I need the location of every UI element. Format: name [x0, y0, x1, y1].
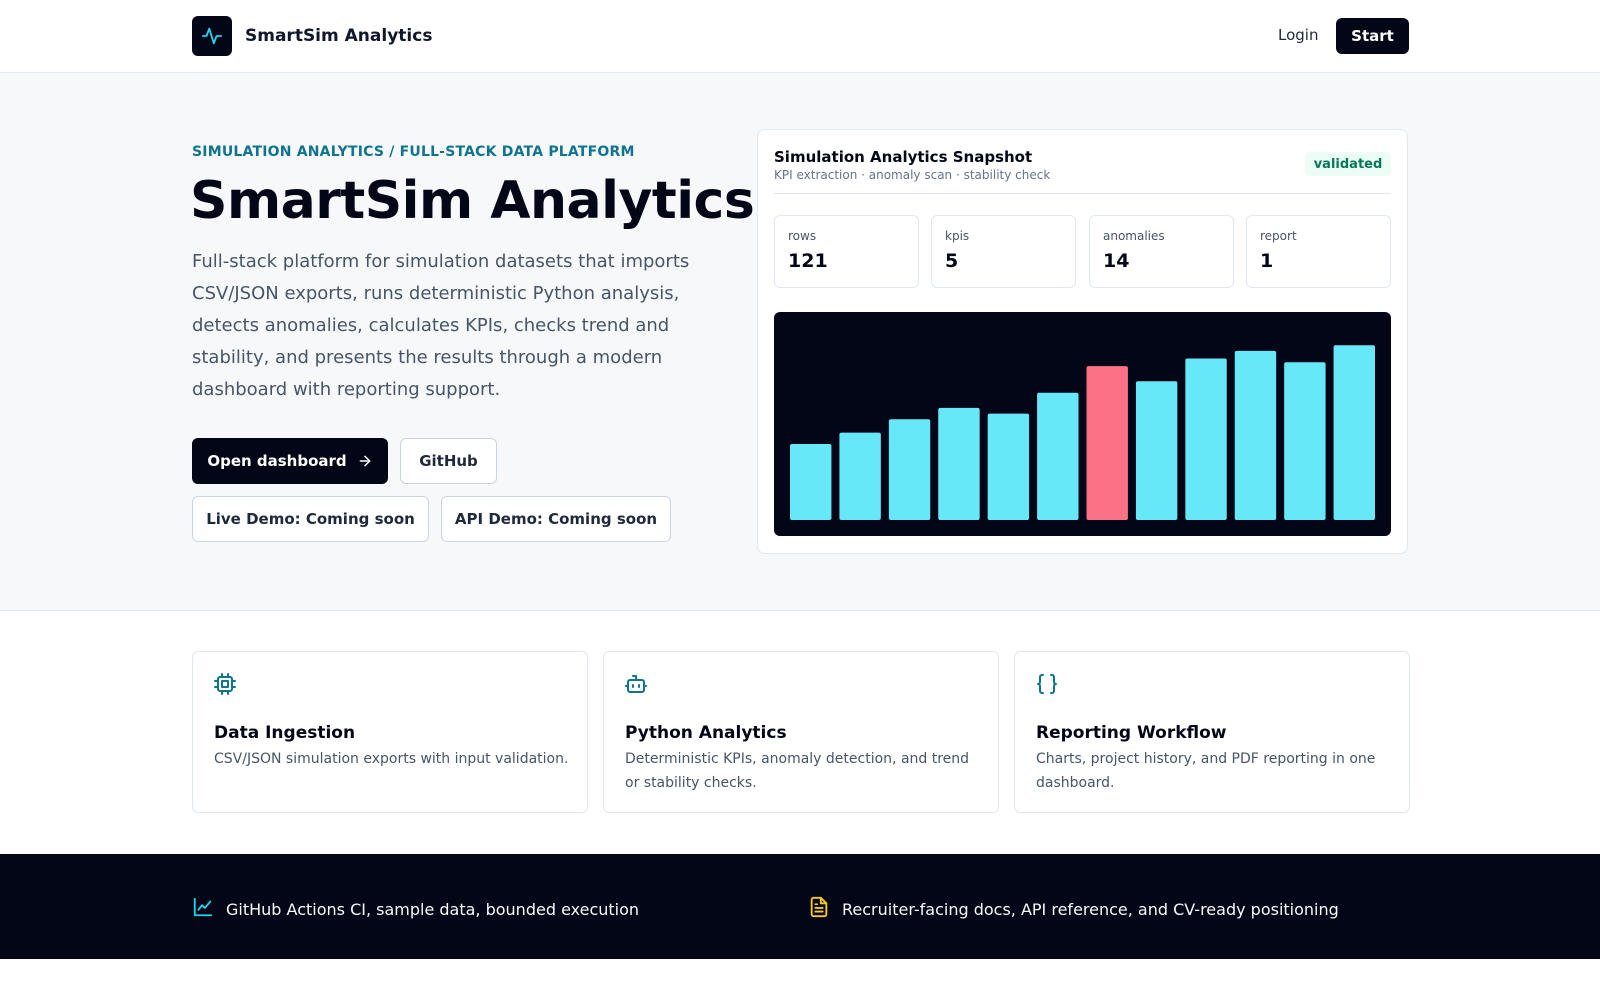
- hero-title: SmartSim Analytics: [190, 171, 755, 231]
- chart-bar: [1234, 350, 1277, 520]
- band-text: GitHub Actions CI, sample data, bounded …: [226, 899, 640, 919]
- github-button[interactable]: GitHub: [400, 438, 497, 484]
- brand[interactable]: SmartSim Analytics: [192, 16, 432, 56]
- feature-title: Reporting Workflow: [1036, 723, 1227, 743]
- kpi-value: 121: [788, 250, 828, 272]
- chart-bar: [1185, 358, 1227, 520]
- kpi-card-report: report 1: [1246, 215, 1391, 288]
- chart-bar: [888, 419, 931, 520]
- feature-card-python-analytics: Python Analytics Deterministic KPIs, ano…: [603, 651, 999, 813]
- hero-section: SIMULATION ANALYTICS / FULL-STACK DATA P…: [0, 73, 1600, 611]
- open-dashboard-label: Open dashboard: [207, 452, 347, 470]
- feature-title: Data Ingestion: [214, 723, 356, 743]
- snapshot-title: Simulation Analytics Snapshot: [774, 148, 1033, 166]
- chart-bar: [987, 413, 1030, 520]
- kpi-value: 5: [945, 250, 959, 272]
- kpi-value: 14: [1103, 250, 1130, 272]
- kpi-label: kpis: [945, 229, 970, 243]
- live-demo-button[interactable]: Live Demo: Coming soon: [192, 496, 429, 542]
- kpi-label: rows: [788, 229, 817, 243]
- feature-description: CSV/JSON simulation exports with input v…: [214, 751, 569, 767]
- hero-description: Full-stack platform for simulation datas…: [192, 251, 690, 400]
- braces-icon: [1035, 672, 1059, 696]
- brand-name: SmartSim Analytics: [245, 26, 433, 46]
- bar-chart-svg: [790, 345, 1375, 520]
- kpi-value: 1: [1260, 250, 1274, 272]
- status-badge: validated: [1305, 152, 1391, 176]
- feature-card-data-ingestion: Data Ingestion CSV/JSON simulation expor…: [192, 651, 588, 813]
- open-dashboard-button[interactable]: Open dashboard: [192, 438, 388, 484]
- activity-icon: [192, 16, 232, 56]
- band-text: Recruiter-facing docs, API reference, an…: [842, 899, 1339, 919]
- chart-bar: [1135, 381, 1178, 520]
- kpi-card-kpis: kpis 5: [931, 215, 1076, 288]
- kpi-label: anomalies: [1103, 229, 1165, 243]
- chart-bar: [938, 407, 980, 520]
- chart-bar: [1284, 362, 1326, 520]
- chart-bar: [839, 432, 881, 520]
- feature-card-reporting-workflow: Reporting Workflow Charts, project histo…: [1014, 651, 1410, 813]
- chart-bar: [790, 444, 832, 520]
- info-band: GitHub Actions CI, sample data, bounded …: [0, 854, 1600, 959]
- line-chart-icon: [192, 896, 214, 922]
- kpi-label: report: [1260, 229, 1297, 243]
- bot-icon: [624, 672, 648, 696]
- chart-bar-anomaly: [1086, 366, 1128, 520]
- chart-bar: [1037, 392, 1079, 520]
- band-item-ci: GitHub Actions CI, sample data, bounded …: [192, 896, 639, 922]
- chart-bar: [1333, 345, 1375, 520]
- kpi-card-anomalies: anomalies 14: [1089, 215, 1234, 288]
- cpu-icon: [213, 672, 237, 696]
- kpi-card-rows: rows 121: [774, 215, 919, 288]
- feature-description: Charts, project history, and PDF reporti…: [1036, 751, 1376, 791]
- file-text-icon: [808, 896, 830, 922]
- top-nav: SmartSim Analytics Login Start: [0, 0, 1600, 73]
- bar-chart: [774, 312, 1391, 536]
- api-demo-button[interactable]: API Demo: Coming soon: [441, 496, 671, 542]
- feature-title: Python Analytics: [625, 723, 787, 743]
- start-button[interactable]: Start: [1336, 18, 1409, 54]
- hero-eyebrow: SIMULATION ANALYTICS / FULL-STACK DATA P…: [192, 144, 635, 160]
- feature-description: Deterministic KPIs, anomaly detection, a…: [625, 751, 970, 791]
- snapshot-card: Simulation Analytics Snapshot KPI extrac…: [757, 129, 1408, 554]
- divider: [774, 193, 1391, 194]
- band-item-docs: Recruiter-facing docs, API reference, an…: [808, 896, 1339, 922]
- arrow-right-icon: [357, 453, 373, 469]
- snapshot-subtitle: KPI extraction · anomaly scan · stabilit…: [774, 168, 1051, 182]
- login-link[interactable]: Login: [1278, 26, 1319, 44]
